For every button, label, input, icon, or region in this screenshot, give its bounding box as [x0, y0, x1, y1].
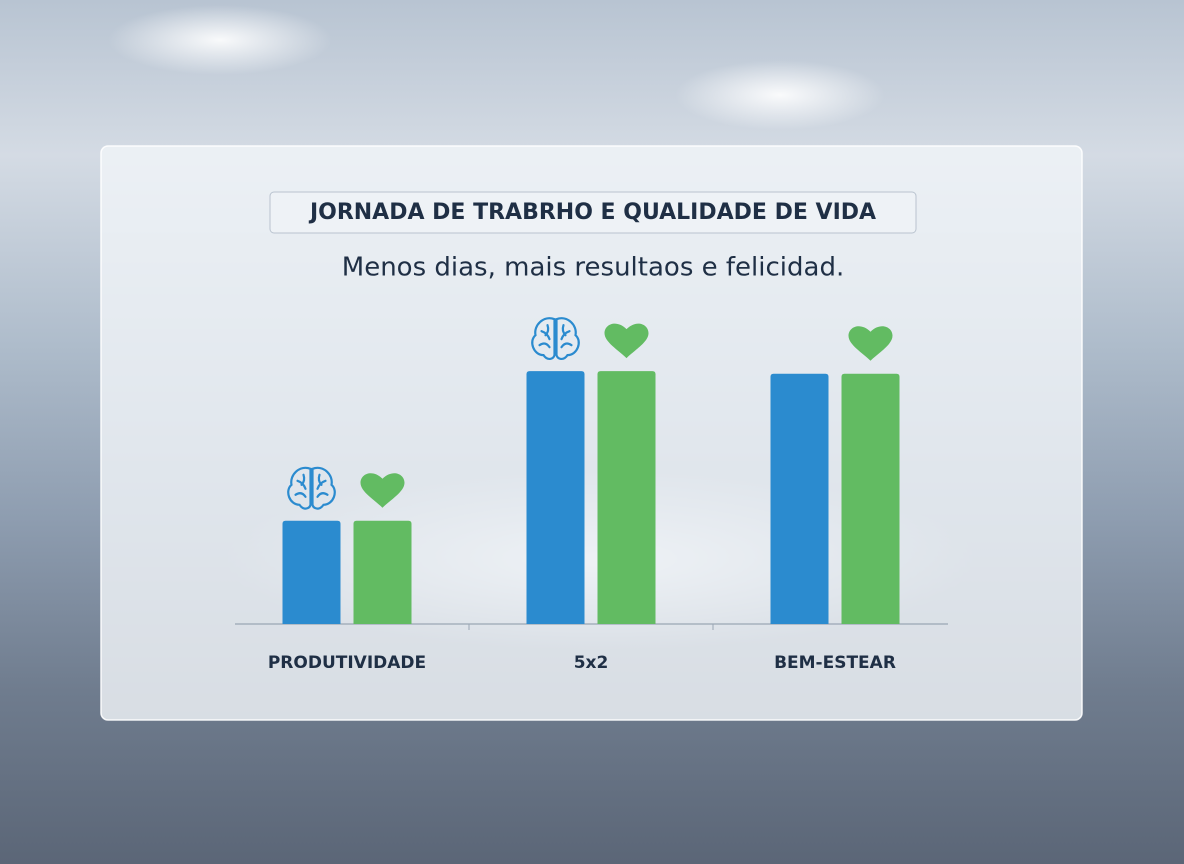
title-box: [269, 191, 917, 234]
brain-folds: [294, 473, 329, 498]
heart-icon: [360, 473, 405, 508]
x-tick-label: PRODUTIVIDADE: [268, 653, 426, 673]
bar: [841, 373, 900, 624]
x-tick-label: BEM-ESTEAR: [774, 653, 896, 673]
brain-folds: [538, 324, 573, 349]
heart-icon: [604, 323, 649, 359]
brain-icon: [531, 317, 580, 361]
x-tick-label: 5x2: [574, 653, 609, 673]
heart-icon: [848, 326, 893, 361]
bar: [597, 371, 656, 624]
chart-subtitle: Menos dias, mais resultaos e felicidad.: [342, 253, 844, 283]
bar: [770, 373, 829, 624]
brain-outline: [287, 466, 336, 510]
chart-title: JORNADA DE TRABRHO E QUALIDADE DE VIDA: [308, 200, 876, 225]
bar: [353, 520, 412, 624]
brain-icon: [287, 466, 336, 510]
panel: [100, 145, 1083, 721]
bar: [282, 520, 341, 624]
bar: [526, 371, 585, 624]
brain-outline: [531, 317, 580, 361]
